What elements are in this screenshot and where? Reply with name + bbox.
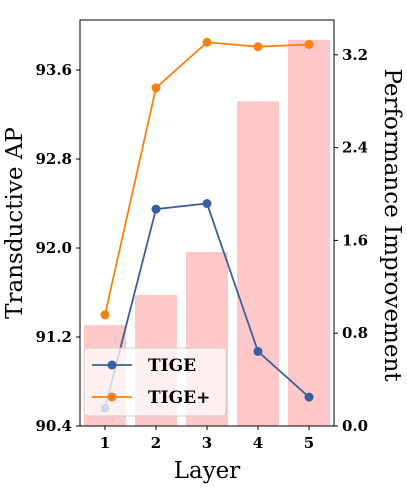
x-tick-label: 2 [151, 434, 161, 452]
y2-tick-label: 2.4 [342, 139, 368, 157]
y-tick-label: 93.6 [35, 61, 72, 79]
y-tick-label: 90.4 [35, 417, 72, 435]
y-tick-label: 91.2 [35, 328, 72, 346]
point-tige-layer-4 [253, 346, 263, 356]
y2-tick-label: 0.0 [342, 417, 368, 435]
point-tige-plus-layer-2 [151, 83, 161, 93]
x-axis: 1 2 3 4 5 [100, 426, 314, 452]
x-tick-label: 3 [202, 434, 212, 452]
bars-layer [84, 39, 330, 426]
y-axis-title: Transductive AP [2, 127, 28, 319]
bar-layer-5 [288, 39, 330, 426]
legend: TIGE TIGE+ [83, 347, 227, 417]
legend-marker-tige-plus [107, 392, 117, 402]
x-axis-title: Layer [174, 458, 241, 484]
x-tick-label: 4 [253, 434, 263, 452]
y2-tick-label: 0.8 [342, 324, 368, 342]
y-tick-label: 92.8 [35, 150, 72, 168]
x-tick-label: 5 [304, 434, 314, 452]
y-tick-label: 92.0 [35, 239, 72, 257]
legend-marker-tige [107, 360, 117, 370]
y2-axis-title: Performance Improvement [379, 68, 405, 382]
point-tige-layer-5 [304, 392, 314, 402]
y2-tick-label: 3.2 [342, 46, 368, 64]
point-tige-layer-2 [151, 204, 161, 214]
bar-layer-4 [237, 101, 279, 426]
point-tige-plus-layer-5 [304, 39, 314, 49]
right-axis: 0.0 0.8 1.6 2.4 3.2 [334, 46, 368, 435]
legend-label-tige-plus: TIGE+ [148, 388, 210, 408]
y2-tick-label: 1.6 [342, 231, 368, 249]
point-tige-layer-3 [202, 199, 212, 209]
left-axis: 90.4 91.2 92.0 92.8 93.6 [35, 61, 80, 435]
point-tige-plus-layer-4 [253, 42, 263, 52]
point-tige-plus-layer-1 [100, 310, 110, 320]
x-tick-label: 1 [100, 434, 110, 452]
legend-label-tige: TIGE [148, 356, 196, 376]
point-tige-plus-layer-3 [202, 37, 212, 47]
